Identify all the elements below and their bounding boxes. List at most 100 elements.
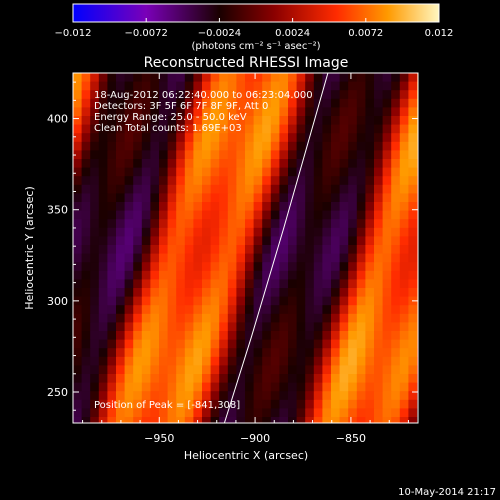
heatmap-cell (339, 159, 349, 169)
heatmap-cell (81, 98, 91, 108)
heatmap-cell (193, 159, 203, 169)
heatmap-cell (374, 210, 384, 220)
heatmap-cell (391, 374, 401, 384)
heatmap-cell (107, 305, 117, 315)
heatmap-cell (141, 305, 151, 315)
heatmap-cell (150, 365, 160, 375)
heatmap-cell (391, 253, 401, 263)
heatmap-cell (184, 382, 194, 392)
heatmap-cell (399, 365, 409, 375)
heatmap-cell (279, 81, 289, 91)
heatmap-cell (313, 253, 323, 263)
heatmap-cell (116, 270, 126, 280)
heatmap-cell (133, 356, 143, 366)
heatmap-cell (90, 202, 100, 212)
heatmap-cell (279, 184, 289, 194)
heatmap-cell (356, 374, 366, 384)
heatmap-cell (365, 374, 375, 384)
heatmap-cell (81, 150, 91, 160)
heatmap-cell (193, 391, 203, 401)
heatmap-cell (253, 331, 263, 341)
heatmap-cell (270, 382, 280, 392)
heatmap-cell (107, 322, 117, 332)
heatmap-cell (227, 176, 237, 186)
heatmap-cell (116, 159, 126, 169)
heatmap-cell (116, 365, 126, 375)
heatmap-cell (339, 184, 349, 194)
heatmap-cell (356, 296, 366, 306)
heatmap-cell (98, 219, 108, 229)
heatmap-cell (348, 133, 358, 143)
heatmap-cell (167, 176, 177, 186)
heatmap-cell (219, 133, 229, 143)
colorbar-label: (photons cm⁻² s⁻¹ asec⁻²) (191, 41, 320, 52)
heatmap-cell (270, 270, 280, 280)
heatmap-cell (236, 193, 246, 203)
heatmap-cell (176, 356, 186, 366)
heatmap-cell (296, 262, 306, 272)
heatmap-cell (262, 150, 272, 160)
heatmap-cell (116, 305, 126, 315)
heatmap-cell (90, 331, 100, 341)
heatmap-cell (365, 90, 375, 100)
heatmap-cell (81, 210, 91, 220)
heatmap-cell (116, 253, 126, 263)
heatmap-cell (348, 73, 358, 83)
heatmap-cell (184, 133, 194, 143)
heatmap-cell (202, 159, 212, 169)
heatmap-cell (313, 313, 323, 323)
heatmap-cell (365, 313, 375, 323)
heatmap-cell (288, 245, 298, 255)
heatmap-cell (202, 167, 212, 177)
heatmap-cell (219, 374, 229, 384)
heatmap-cell (279, 262, 289, 272)
heatmap-cell (202, 150, 212, 160)
heatmap-cell (167, 253, 177, 263)
heatmap-cell (176, 167, 186, 177)
heatmap-cell (236, 116, 246, 126)
heatmap-cell (399, 90, 409, 100)
heatmap-cell (116, 236, 126, 246)
heatmap-cell (391, 391, 401, 401)
heatmap-cell (81, 124, 91, 134)
heatmap-cell (210, 133, 220, 143)
heatmap-cell (253, 193, 263, 203)
heatmap-cell (210, 81, 220, 91)
heatmap-cell (382, 167, 392, 177)
heatmap-cell (202, 382, 212, 392)
heatmap-cell (322, 210, 332, 220)
heatmap-cell (339, 305, 349, 315)
heatmap-cell (107, 150, 117, 160)
heatmap-cell (90, 141, 100, 151)
heatmap-cell (159, 107, 169, 117)
heatmap-cell (374, 219, 384, 229)
heatmap-cell (159, 313, 169, 323)
heatmap-cell (202, 270, 212, 280)
heatmap-cell (150, 356, 160, 366)
heatmap-cell (210, 262, 220, 272)
heatmap-cell (305, 399, 315, 409)
heatmap-cell (107, 193, 117, 203)
heatmap-cell (374, 150, 384, 160)
heatmap-cell (227, 305, 237, 315)
heatmap-cell (184, 202, 194, 212)
heatmap-cell (202, 73, 212, 83)
heatmap-cell (73, 116, 83, 126)
heatmap-cell (399, 408, 409, 418)
heatmap-cell (253, 202, 263, 212)
heatmap-cell (339, 279, 349, 289)
y-tick-label: 400 (47, 113, 68, 126)
heatmap-cell (184, 313, 194, 323)
heatmap-cell (245, 116, 255, 126)
heatmap-cell (253, 176, 263, 186)
heatmap-cell (391, 141, 401, 151)
heatmap-cell (270, 253, 280, 263)
heatmap-cell (159, 193, 169, 203)
heatmap-cell (331, 116, 341, 126)
heatmap-cell (305, 339, 315, 349)
heatmap-cell (219, 184, 229, 194)
heatmap-cell (107, 227, 117, 237)
heatmap-cell (236, 141, 246, 151)
heatmap-cell (141, 262, 151, 272)
